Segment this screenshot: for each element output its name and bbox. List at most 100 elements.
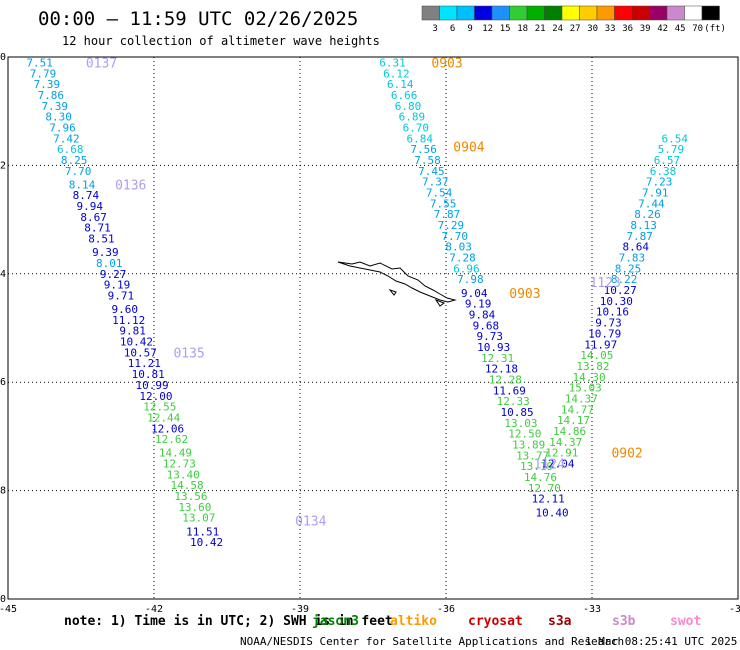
chart-title: 00:00 — 11:59 UTC 02/26/2025 — [38, 8, 358, 30]
wave-height-point: 9.81 — [119, 325, 146, 338]
colorbar-label: 33 — [605, 24, 616, 34]
wave-height-point: 9.60 — [112, 303, 139, 316]
wave-height-point: 12.91 — [545, 447, 578, 460]
wave-height-point: 6.96 — [453, 262, 480, 275]
wave-height-point: 6.12 — [383, 67, 410, 80]
wave-height-point: 15.03 — [569, 382, 602, 395]
x-tick-label: -45 — [0, 604, 17, 615]
wave-height-point: 7.79 — [30, 67, 57, 80]
y-tick-label: -58 — [0, 486, 6, 497]
wave-height-point: 14.05 — [580, 349, 613, 362]
pass-label: 0135 — [173, 346, 204, 361]
wave-height-point: 7.29 — [438, 219, 465, 232]
wave-height-point: 8.26 — [634, 208, 661, 221]
wave-height-point: 12.04 — [541, 458, 574, 471]
wave-height-point: 9.04 — [461, 287, 488, 300]
pass-label: 0903 — [431, 56, 462, 71]
wave-height-point: 9.27 — [100, 268, 127, 281]
wave-height-point: 6.80 — [395, 100, 422, 113]
wave-height-point: 6.89 — [399, 111, 426, 124]
wave-height-point: 8.67 — [80, 211, 107, 224]
wave-height-point: 6.57 — [654, 154, 681, 167]
note-text: note: 1) Time is in UTC; 2) SWH is in fe… — [64, 614, 393, 629]
wave-height-point: 10.93 — [477, 341, 510, 354]
wave-height-point: 12.28 — [489, 373, 522, 386]
wave-height-point: 8.01 — [96, 257, 123, 270]
wave-height-point: 11.69 — [493, 384, 526, 397]
wave-height-point: 10.30 — [600, 295, 633, 308]
wave-height-point: 6.14 — [387, 78, 414, 91]
satellite-legend-item: jason3 — [312, 614, 359, 629]
wave-height-point: 7.96 — [49, 121, 76, 134]
wave-height-point: 13.07 — [182, 512, 215, 525]
wave-height-point: 13.56 — [174, 490, 207, 503]
wave-height-point: 8.71 — [84, 222, 111, 235]
wave-height-point: 10.57 — [124, 346, 157, 359]
colorbar-swatch — [614, 5, 633, 21]
satellite-legend: jason3 altiko cryosat s3a s3b swot — [312, 614, 701, 629]
wave-height-point: 6.66 — [391, 89, 418, 102]
pass-label: 0904 — [453, 140, 484, 155]
plot-area: -45 -42 -39 -36 -33 -30 -50 -52 -54 -56 -58 -60 7.51… — [0, 52, 740, 615]
wave-height-point: 14.86 — [553, 425, 586, 438]
wave-height-point: 8.30 — [45, 111, 72, 124]
colorbar-label: 21 — [535, 24, 546, 34]
y-tick-label: -60 — [0, 594, 6, 605]
wave-height-point: 7.70 — [65, 165, 92, 178]
wave-height-point: 9.19 — [465, 298, 492, 311]
wave-height-point: 7.44 — [638, 197, 665, 210]
chart-subtitle: 12 hour collection of altimeter wave hei… — [62, 34, 380, 48]
wave-height-point: 9.84 — [469, 308, 496, 321]
wave-height-point: 13.60 — [178, 501, 211, 514]
wave-height-point: 7.39 — [34, 78, 61, 91]
wave-height-point: 10.40 — [536, 506, 569, 519]
colorbar-swatch — [666, 5, 685, 21]
colorbar-label: 9 — [467, 24, 472, 34]
wave-height-point: 7.45 — [418, 165, 445, 178]
colorbar-swatch — [439, 5, 458, 21]
colorbar-swatch — [544, 5, 563, 21]
wave-height-point: 8.03 — [445, 241, 472, 254]
wave-height-point: 9.73 — [477, 330, 504, 343]
colorbar-swatch — [509, 5, 528, 21]
wave-height-point: 7.55 — [430, 197, 457, 210]
colorbar-label: 15 — [500, 24, 511, 34]
wave-height-point: 7.51 — [26, 56, 53, 69]
wave-height-point: 8.13 — [630, 219, 657, 232]
colorbar-swatch — [631, 5, 650, 21]
pass-label: 0137 — [86, 56, 117, 71]
colorbar-swatch — [474, 5, 493, 21]
colorbar-swatch — [579, 5, 598, 21]
pass-label: 1124 — [534, 458, 565, 473]
wave-height-point: 12.00 — [139, 390, 172, 403]
wave-height-point: 13.40 — [167, 468, 200, 481]
wave-height-point: 11.21 — [128, 357, 161, 370]
wave-height-point: 12.62 — [155, 433, 188, 446]
wave-height-point: 10.27 — [604, 284, 637, 297]
wave-height-point: 7.87 — [626, 230, 653, 243]
wave-height-point: 6.70 — [403, 121, 430, 134]
wave-height-point: 7.23 — [646, 176, 673, 189]
wave-height-point: 7.56 — [410, 143, 437, 156]
colorbar-label: 70 — [692, 24, 703, 34]
pass-label: 1123 — [590, 276, 621, 291]
colorbar-label: 3 — [432, 24, 437, 34]
colorbar-label: 30 — [587, 24, 598, 34]
wave-height-point: 12.44 — [147, 411, 180, 424]
colorbar-label: 36 — [622, 24, 633, 34]
wave-height-point: 10.85 — [500, 406, 533, 419]
plot-frame — [7, 56, 739, 600]
wave-height-point: 13.03 — [504, 417, 537, 430]
wave-height-point: 7.87 — [434, 208, 461, 221]
wave-height-point: 11.51 — [186, 525, 219, 538]
colorbar-swatch — [701, 5, 720, 21]
wave-height-point: 12.06 — [151, 422, 184, 435]
colorbar: 3 6 9 12 15 18 21 24 27 30 33 36 39 42 45 70 (ft) — [421, 5, 726, 34]
wave-height-point: 9.19 — [104, 279, 131, 292]
wave-height-point: 5.79 — [658, 143, 685, 156]
wave-height-point: 7.70 — [442, 230, 469, 243]
satellite-legend-item: cryosat — [468, 614, 523, 629]
colorbar-swatch — [421, 5, 440, 21]
wave-height-point: 12.70 — [528, 482, 561, 495]
